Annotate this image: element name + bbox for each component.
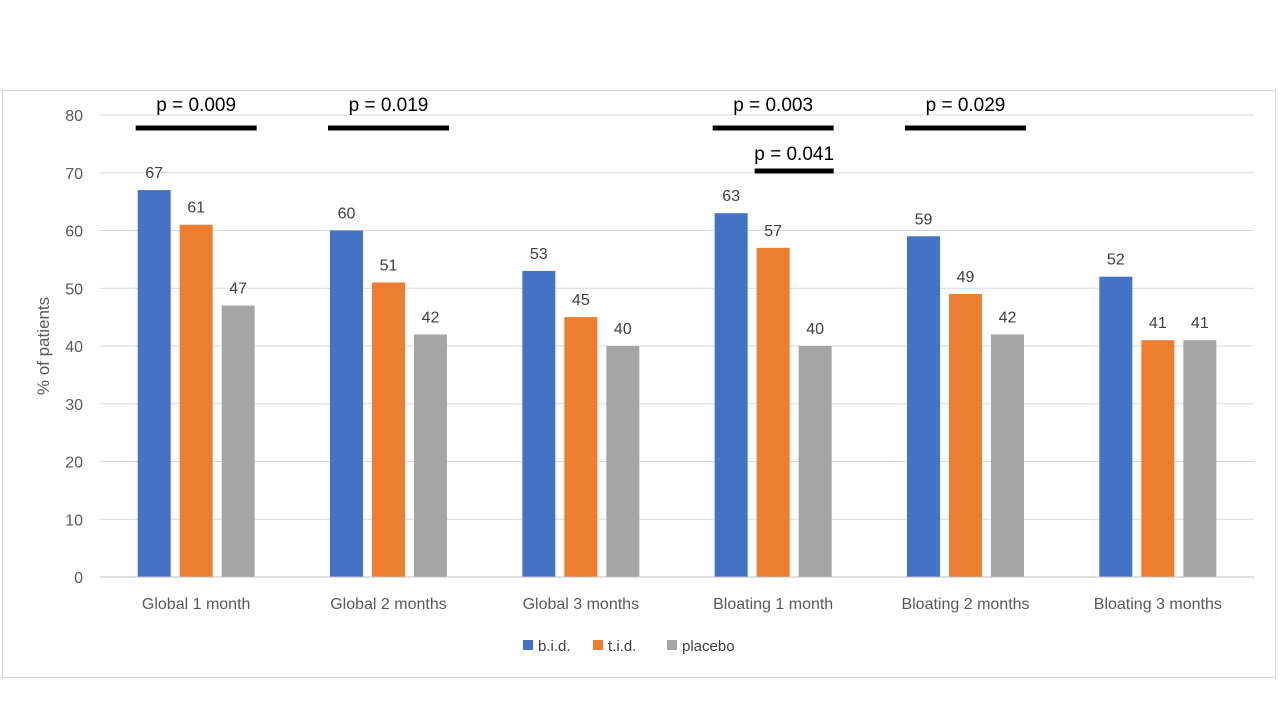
data-label: 57 [764, 223, 782, 240]
p-value-label: p = 0.009 [156, 95, 236, 116]
y-tick-label: 70 [65, 166, 83, 183]
axes: % of patients 0 10 20 30 40 50 60 70 80 Global 1 … [34, 108, 1254, 613]
bar [714, 213, 748, 578]
data-label: 40 [614, 321, 632, 338]
bar [949, 294, 982, 577]
data-label: 40 [806, 321, 824, 338]
data-label: 41 [1149, 315, 1167, 332]
x-tick-label: Global 3 months [523, 596, 640, 613]
y-axis-label: % of patients [34, 297, 53, 395]
data-label: 67 [145, 165, 163, 182]
bar [522, 270, 556, 577]
bar [564, 317, 598, 577]
bar [991, 334, 1024, 577]
x-tick-label: Global 1 month [142, 596, 251, 613]
data-label: 49 [957, 269, 975, 286]
bar [137, 190, 171, 577]
bar [414, 334, 447, 577]
bar [1141, 340, 1175, 577]
y-tick-label: 80 [65, 108, 83, 125]
legend-label: t.i.d. [608, 638, 636, 655]
data-label: 42 [422, 309, 440, 326]
legend: b.i.d. t.i.d. placebo [523, 638, 735, 655]
y-tick-label: 20 [65, 455, 83, 472]
data-label: 41 [1191, 315, 1209, 332]
y-tick-label: 10 [65, 512, 83, 529]
legend-swatch [523, 640, 533, 650]
bar [179, 224, 213, 577]
x-tick-label: Global 2 months [330, 596, 447, 613]
data-label: 47 [229, 281, 247, 298]
y-tick-label: 30 [65, 397, 83, 414]
y-tick-label: 0 [74, 570, 83, 587]
data-label: 60 [338, 206, 356, 223]
bar [798, 346, 832, 577]
data-label: 59 [915, 211, 933, 228]
x-tick-label: Bloating 1 month [713, 596, 833, 613]
legend-swatch [593, 640, 603, 650]
gridlines [100, 114, 1254, 578]
data-label: 45 [572, 292, 590, 309]
data-labels: 67 60 53 63 59 52 61 51 45 57 49 41 47 42 40 40 42 41 [145, 165, 1209, 338]
legend-label: placebo [682, 638, 735, 655]
x-tick-label: Bloating 2 months [901, 596, 1029, 613]
bar [907, 236, 940, 577]
bar [1099, 276, 1133, 577]
bar [606, 346, 640, 577]
y-tick-label: 60 [65, 224, 83, 241]
bar [330, 230, 363, 577]
bar [756, 247, 790, 577]
data-label: 63 [722, 188, 740, 205]
legend-label: b.i.d. [538, 638, 571, 655]
y-tick-label: 50 [65, 281, 83, 298]
p-value-label: p = 0.041 [754, 144, 834, 165]
data-label: 61 [187, 200, 205, 217]
p-value-label: p = 0.029 [926, 95, 1006, 116]
bar [1183, 340, 1217, 577]
data-label: 42 [999, 309, 1017, 326]
data-label: 51 [380, 257, 398, 274]
chart-frame [2, 90, 1276, 678]
bar [221, 305, 255, 577]
bar [372, 282, 405, 577]
p-value-label: p = 0.019 [349, 95, 429, 116]
bars [137, 190, 1217, 578]
data-label: 53 [530, 246, 548, 263]
y-tick-label: 40 [65, 339, 83, 356]
x-tick-label: Bloating 3 months [1094, 596, 1222, 613]
legend-swatch [667, 640, 677, 650]
p-value-annotations: p = 0.009 p = 0.019 p = 0.003 p = 0.041 p = … [135, 95, 1026, 174]
p-value-label: p = 0.003 [733, 95, 813, 116]
data-label: 52 [1107, 252, 1125, 269]
